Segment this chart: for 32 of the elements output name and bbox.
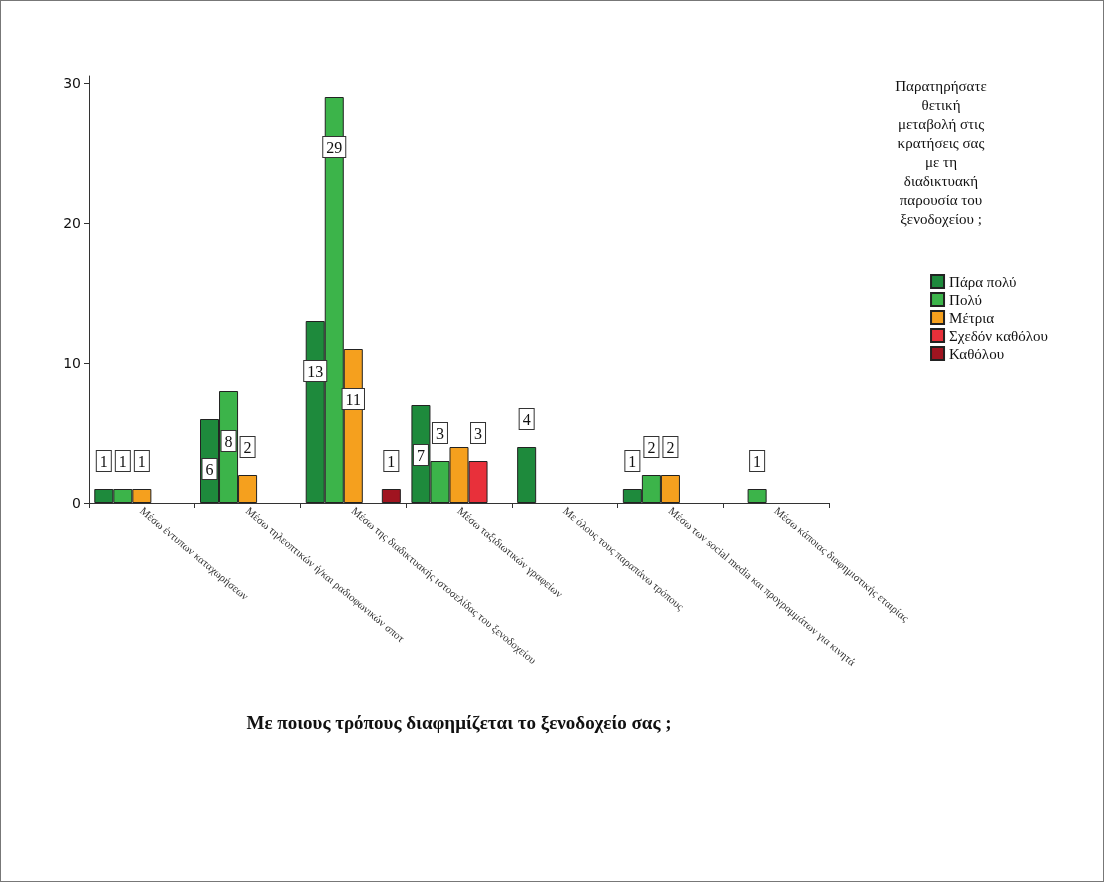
y-tick-label: 10 [63, 355, 81, 371]
data-label: 2 [647, 438, 656, 456]
data-label: 4 [522, 410, 531, 428]
bar [517, 447, 537, 503]
data-label: 1 [137, 452, 146, 470]
data-label: 2 [243, 438, 252, 456]
x-axis-title: Με ποιους τρόπους διαφημίζεται το ξενοδοχείο σας ; [246, 712, 672, 734]
legend-label: Καθόλου [949, 345, 1005, 362]
data-label: 1 [628, 452, 637, 470]
data-label: 7 [416, 446, 425, 464]
bar [381, 489, 401, 503]
y-tick-label: 30 [63, 75, 81, 91]
data-label: 3 [474, 424, 483, 442]
y-tick-label: 20 [63, 215, 81, 231]
legend-label: Μέτρια [949, 309, 995, 326]
legend-label: Σχεδόν καθόλου [949, 327, 1049, 344]
data-label: 1 [387, 452, 396, 470]
legend-label: Πολύ [949, 291, 982, 308]
data-label: 6 [205, 460, 214, 478]
legend-title: Παρατηρήσατε θετική μεταβολή στις κρατήσεις σας με τη διαδικτυακή παρουσία του ξενοδοχείου ; [895, 77, 987, 227]
data-label: 1 [99, 452, 108, 470]
data-label: 13 [307, 362, 324, 380]
data-label: 1 [118, 452, 127, 470]
data-label: 29 [326, 138, 343, 156]
bar [747, 489, 767, 503]
data-label: 3 [435, 424, 444, 442]
data-label: 2 [666, 438, 675, 456]
data-label: 1 [753, 452, 762, 470]
y-tick-label: 0 [72, 495, 81, 511]
legend-label: Πάρα πολύ [949, 273, 1017, 290]
data-label: 11 [345, 390, 361, 408]
data-label: 8 [224, 432, 233, 450]
